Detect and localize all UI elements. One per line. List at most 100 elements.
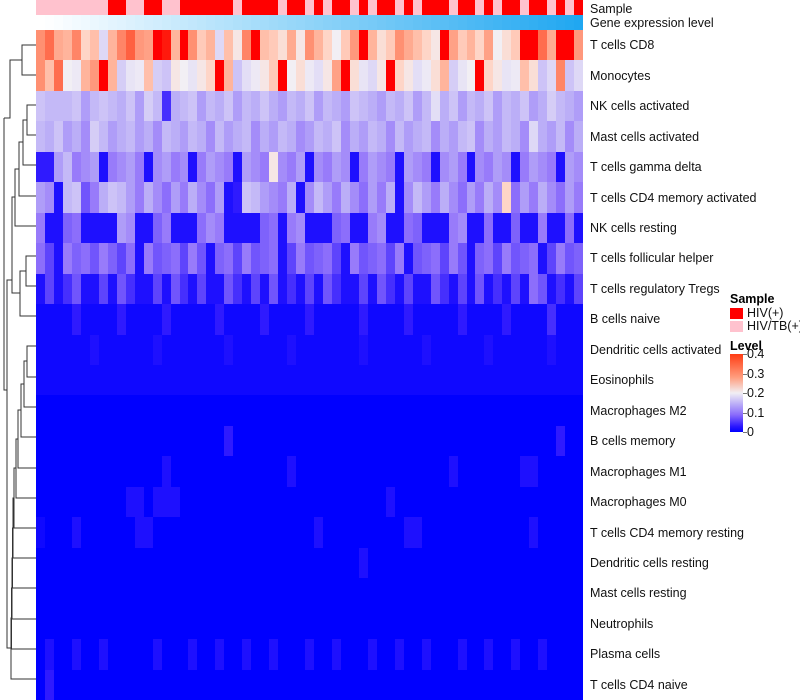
heatmap-cell	[251, 395, 261, 426]
annotation-sample-cell	[296, 0, 306, 15]
heatmap-cell	[296, 669, 306, 700]
heatmap-cell	[188, 486, 198, 518]
heatmap-cell	[349, 304, 359, 335]
heatmap-cell	[44, 90, 54, 122]
heatmap-cell	[556, 304, 566, 335]
heatmap-cell	[331, 243, 341, 274]
heatmap-cell	[215, 547, 225, 579]
heatmap-cell	[421, 334, 431, 365]
heatmap-cell	[376, 547, 386, 579]
heatmap-cell	[53, 608, 63, 640]
heatmap-cell	[71, 608, 81, 640]
heatmap-cell	[89, 578, 99, 609]
heatmap-cell	[224, 364, 234, 396]
heatmap-cell	[323, 273, 332, 305]
heatmap-cell	[161, 425, 171, 457]
heatmap-cell	[143, 639, 153, 670]
heatmap-cell	[98, 395, 108, 426]
heatmap-cell	[260, 456, 270, 487]
heatmap-cell	[556, 669, 566, 700]
heatmap-cell	[323, 60, 332, 91]
heatmap-cell	[439, 608, 449, 640]
heatmap-cell	[466, 425, 476, 457]
heatmap-cell	[188, 395, 198, 426]
heatmap-cell	[520, 578, 530, 609]
heatmap-cell	[358, 90, 368, 122]
heatmap-cell	[188, 60, 198, 91]
heatmap-cell	[296, 425, 306, 457]
heatmap-cell	[349, 425, 359, 457]
heatmap-cell	[206, 30, 216, 61]
heatmap-cell	[98, 30, 108, 61]
heatmap-cell	[511, 151, 521, 183]
legend-items-sample: HIV(+) HIV/TB(+)	[730, 307, 800, 333]
heatmap-cell	[574, 243, 584, 274]
heatmap-cell	[278, 517, 288, 548]
annotation-gene-cell	[323, 15, 332, 30]
heatmap-cell	[296, 486, 306, 518]
heatmap-cell	[260, 60, 270, 91]
heatmap-cell	[376, 639, 386, 670]
heatmap-cell	[197, 273, 207, 305]
heatmap-cell	[493, 121, 503, 152]
heatmap-cell	[89, 304, 99, 335]
heatmap-cell	[215, 669, 225, 700]
heatmap-cell	[574, 578, 584, 609]
heatmap-cell	[116, 90, 126, 122]
heatmap-cell	[215, 395, 225, 426]
heatmap-cell	[323, 334, 332, 365]
heatmap-cell	[305, 273, 315, 305]
heatmap-cell	[412, 517, 422, 548]
heatmap-row	[36, 669, 584, 700]
heatmap-cell	[224, 547, 234, 579]
heatmap-cell	[323, 30, 332, 61]
heatmap-cell	[529, 182, 539, 213]
heatmap-cell	[439, 395, 449, 426]
heatmap-cell	[439, 182, 449, 213]
row-label: T cells CD4 memory activated	[590, 190, 757, 205]
heatmap-cell	[349, 669, 359, 700]
heatmap-cell	[412, 639, 422, 670]
heatmap-cell	[565, 395, 575, 426]
annotation-sample-cell	[251, 0, 261, 15]
heatmap-cell	[385, 486, 395, 518]
heatmap-cell	[314, 60, 323, 91]
annotation-gene-cell	[439, 15, 449, 30]
heatmap-row	[36, 273, 584, 305]
heatmap-cell	[98, 121, 108, 152]
legend-swatch	[730, 308, 743, 319]
heatmap-cell	[448, 364, 458, 396]
heatmap-cell	[152, 547, 162, 579]
heatmap-cell	[466, 60, 476, 91]
heatmap-cell	[331, 669, 341, 700]
heatmap-cell	[260, 364, 270, 396]
heatmap-cell	[116, 425, 126, 457]
heatmap-cell	[403, 90, 413, 122]
heatmap-cell	[457, 60, 467, 91]
heatmap-cell	[134, 486, 144, 518]
heatmap-cell	[36, 425, 45, 457]
heatmap-cell	[197, 90, 207, 122]
heatmap-cell	[538, 182, 548, 213]
heatmap-cell	[62, 334, 72, 365]
heatmap-cell	[502, 90, 512, 122]
heatmap-cell	[134, 243, 144, 274]
heatmap-cell	[188, 182, 198, 213]
heatmap-cell	[224, 486, 234, 518]
heatmap-cell	[44, 517, 54, 548]
heatmap-cell	[349, 243, 359, 274]
heatmap-cell	[475, 669, 485, 700]
annotation-sample-cell	[538, 0, 548, 15]
heatmap-cell	[484, 364, 494, 396]
annotation-gene-cell	[80, 15, 90, 30]
heatmap-cell	[367, 578, 377, 609]
heatmap-cell	[376, 578, 386, 609]
heatmap-cell	[62, 60, 72, 91]
heatmap-cell	[98, 608, 108, 640]
heatmap-cell	[242, 547, 252, 579]
heatmap-cell	[421, 456, 431, 487]
heatmap-cell	[538, 212, 548, 244]
heatmap-cell	[269, 212, 279, 244]
heatmap-cell	[475, 486, 485, 518]
heatmap-cell	[358, 639, 368, 670]
